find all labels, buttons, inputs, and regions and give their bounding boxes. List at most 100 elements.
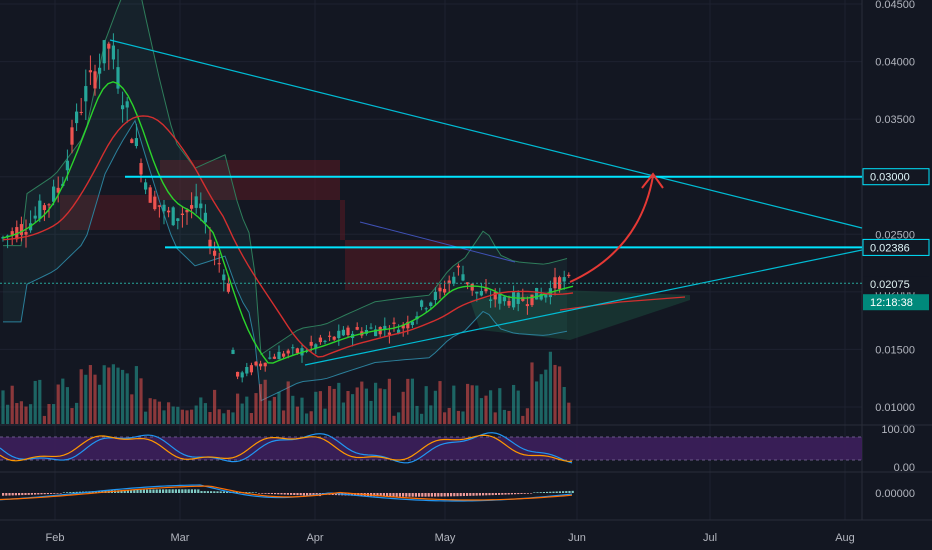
macd-histogram-bar (120, 490, 123, 493)
macd-histogram-bar (440, 493, 443, 497)
candle-body (213, 250, 217, 256)
grid (0, 0, 932, 521)
macd-histogram-bar (123, 490, 126, 493)
volume-bar (10, 385, 14, 424)
candle-body (245, 366, 249, 374)
volume-bar (525, 408, 529, 424)
macd-histogram-bar (411, 493, 414, 497)
volume-bar (222, 413, 226, 424)
candle-body (420, 300, 424, 307)
macd-histogram-bar (373, 493, 376, 497)
macd-histogram-bar (168, 489, 171, 493)
macd-histogram-bar (152, 489, 155, 493)
macd-histogram-bar (203, 491, 206, 493)
volume-bar (502, 409, 506, 424)
volume-bar (397, 412, 401, 424)
volume-bar (479, 398, 483, 424)
macd-histogram-bar (46, 493, 49, 495)
macd-histogram-bar (386, 493, 389, 497)
macd-histogram-bar (165, 489, 168, 493)
macd-histogram-bar (312, 493, 315, 496)
candle-body (38, 200, 42, 219)
macd-histogram-bar (485, 493, 488, 496)
candle-body (185, 209, 189, 213)
volume-bar (493, 412, 497, 424)
candle-body (171, 207, 175, 226)
volume-bar (249, 413, 253, 424)
candle-body (24, 232, 28, 235)
macd-histogram-bar (478, 493, 481, 496)
candle-body (84, 86, 88, 102)
stoch-band (0, 437, 862, 460)
macd-histogram-bar (261, 493, 264, 494)
candle-body (217, 263, 221, 265)
candle-body (314, 344, 318, 349)
macd-histogram-bar (539, 492, 542, 493)
candle-body (433, 291, 437, 301)
candle-body (401, 324, 405, 329)
candle-body (56, 187, 60, 193)
volume-bar (452, 385, 456, 424)
volume-bar (369, 400, 373, 424)
macd-histogram-bar (277, 493, 280, 495)
macd-histogram-bar (226, 491, 229, 493)
volume-bar (309, 411, 313, 424)
candle-body (291, 347, 295, 349)
volume-bar (489, 390, 493, 424)
volume-bar (355, 387, 359, 424)
macd-histogram-bar (2, 493, 5, 496)
macd-histogram-bar (21, 493, 24, 496)
candle-body (470, 283, 474, 291)
volume-bar (180, 409, 184, 424)
macd-histogram-bar (171, 489, 174, 493)
candle-body (525, 304, 529, 307)
volume-bar (332, 388, 336, 424)
volume-bar (438, 381, 442, 424)
candle-body (332, 336, 336, 340)
macd-histogram-bar (392, 493, 395, 497)
last-price-label-box (863, 276, 929, 293)
candle-body (10, 231, 14, 235)
macd-histogram-bar (184, 489, 187, 493)
macd-histogram-bar (43, 493, 46, 495)
candle-body (397, 329, 401, 334)
macd-histogram-bar (264, 493, 267, 494)
macd-histogram-bar (302, 493, 305, 496)
macd-histogram-bar (546, 491, 549, 493)
volume-bar (364, 388, 368, 424)
macd-histogram-bar (56, 493, 59, 494)
channel-line (359, 221, 516, 263)
candle-body (116, 67, 120, 89)
volume-bar (167, 402, 171, 424)
macd-histogram-bar (270, 493, 273, 495)
candle-body (180, 213, 184, 215)
macd-histogram-bar (309, 493, 312, 496)
volume-bar (240, 403, 244, 424)
volume-bar (544, 369, 548, 424)
macd-histogram-bar (142, 489, 145, 493)
candle-body (259, 363, 263, 367)
macd-histogram-bar (34, 493, 37, 495)
candle-body (79, 111, 83, 113)
macd-histogram-bar (14, 493, 17, 496)
macd-histogram-bar (530, 493, 533, 494)
macd-histogram-bar (206, 491, 209, 493)
macd-histogram-bar (283, 493, 286, 495)
macd-histogram-bar (254, 492, 257, 493)
volume-bar (199, 397, 203, 424)
cloud-bullish (470, 290, 690, 340)
macd-histogram-bar (149, 489, 152, 493)
volume-bar (305, 413, 309, 424)
macd-histogram-bar (11, 493, 14, 496)
volume-bar (341, 402, 345, 424)
macd-histogram-bar (402, 493, 405, 497)
candle-body (236, 371, 240, 377)
price-tick-label: 0.03500 (875, 114, 915, 126)
countdown-label: 12:18:38 (870, 297, 913, 309)
candle-body (475, 291, 479, 294)
candle-body (443, 288, 447, 293)
candle-body (374, 329, 378, 337)
candle-body (447, 280, 451, 284)
volume-bar (185, 410, 189, 424)
